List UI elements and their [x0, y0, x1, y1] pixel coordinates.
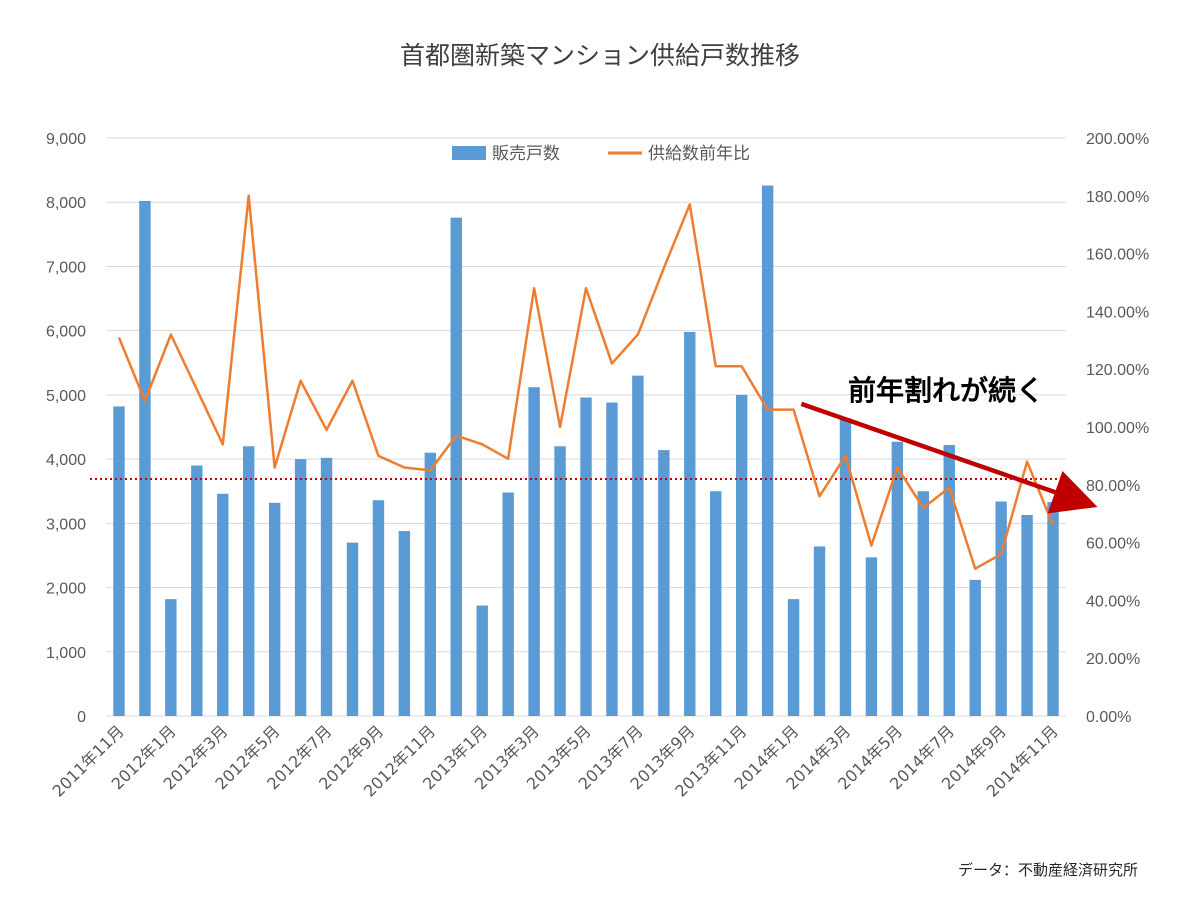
right-axis-ticks: 0.00% 20.00% 40.00% 60.00% 80.00% 100.00% 120.…	[1086, 131, 1149, 726]
bar	[554, 446, 566, 716]
bar	[865, 557, 878, 716]
y-right-tick-label: 60.00%	[1086, 536, 1140, 553]
y-right-tick-label: 80.00%	[1086, 478, 1140, 495]
line-series	[117, 194, 1055, 570]
legend-bar-label: 販売戸数	[492, 144, 560, 164]
bar	[294, 459, 307, 716]
bar	[917, 491, 930, 716]
bar	[580, 397, 592, 716]
y-left-tick-label: 2,000	[46, 581, 86, 598]
line-path	[117, 194, 1055, 570]
left-axis-ticks: 0 1,000 2,000 3,000 4,000 5,000 6,000 7,000 8,00…	[46, 131, 86, 726]
bar	[813, 546, 826, 716]
bar	[476, 605, 488, 716]
bar	[217, 493, 229, 716]
bar	[113, 406, 125, 716]
bar	[1047, 502, 1059, 716]
legend-bar-swatch	[452, 146, 486, 160]
y-left-tick-label: 8,000	[46, 195, 86, 212]
bar	[995, 501, 1007, 716]
bar	[891, 441, 904, 716]
bar	[787, 599, 800, 716]
y-left-tick-label: 1,000	[46, 645, 86, 662]
y-left-tick-label: 4,000	[46, 452, 86, 469]
bar	[606, 402, 618, 716]
y-left-tick-label: 9,000	[46, 131, 86, 148]
y-right-tick-label: 40.00%	[1086, 593, 1140, 610]
y-right-tick-label: 20.00%	[1086, 651, 1140, 668]
bar	[165, 599, 177, 716]
bar	[969, 579, 981, 716]
bar	[424, 452, 437, 716]
bar	[191, 465, 203, 716]
y-right-tick-label: 0.00%	[1086, 709, 1131, 726]
bar	[839, 418, 852, 716]
y-left-tick-label: 0	[77, 709, 86, 726]
y-left-tick-label: 3,000	[46, 516, 86, 533]
bar	[658, 450, 670, 716]
y-right-tick-label: 180.00%	[1086, 189, 1149, 206]
bar	[684, 331, 696, 716]
bar-series	[113, 185, 1059, 717]
y-right-tick-label: 200.00%	[1086, 131, 1149, 148]
bar	[346, 542, 359, 716]
y-right-tick-label: 100.00%	[1086, 420, 1149, 437]
bar	[1021, 514, 1033, 716]
trend-arrow	[800, 401, 1098, 514]
source-note: データ：不動産経済研究所	[958, 861, 1138, 879]
x-axis-ticks: 2011年11月2012年1月2012年3月2012年5月2012年7月2012…	[49, 721, 1062, 800]
y-right-tick-label: 140.00%	[1086, 304, 1149, 321]
bar	[320, 457, 333, 716]
chart-title: 首都圏新築マンション供給戸数推移	[400, 41, 800, 70]
bar	[943, 444, 955, 716]
bar	[632, 375, 644, 716]
bar	[735, 394, 748, 716]
trend-arrow-line	[800, 401, 1098, 514]
y-left-tick-label: 6,000	[46, 324, 86, 341]
y-right-tick-label: 160.00%	[1086, 247, 1149, 264]
y-left-tick-label: 7,000	[46, 259, 86, 276]
y-left-tick-label: 5,000	[46, 388, 86, 405]
annotation-text: 前年割れが続く	[848, 374, 1044, 407]
bar	[242, 446, 255, 716]
bar	[139, 200, 151, 717]
legend: 販売戸数 供給数前年比	[452, 144, 750, 164]
bar	[528, 387, 540, 716]
y-right-tick-label: 120.00%	[1086, 362, 1149, 379]
bar	[398, 531, 411, 716]
legend-line-label: 供給数前年比	[648, 144, 750, 164]
bar	[372, 500, 385, 716]
bar	[710, 491, 722, 716]
bar	[450, 217, 462, 716]
bar	[268, 502, 281, 716]
bar	[761, 185, 774, 717]
bar	[502, 492, 514, 716]
